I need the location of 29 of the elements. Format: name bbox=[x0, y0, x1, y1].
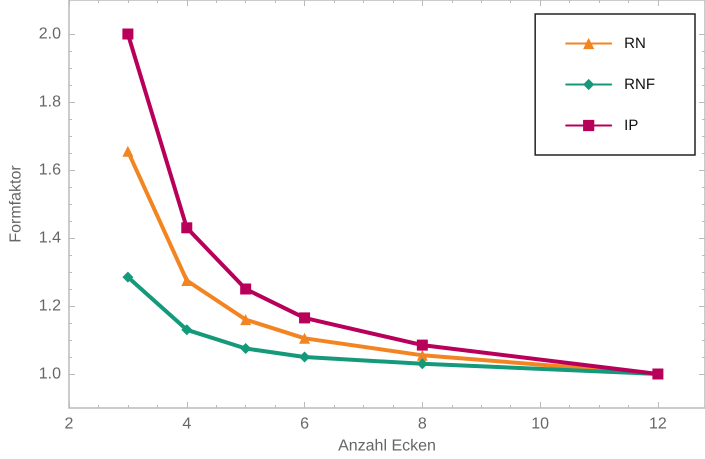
y-tick-label: 1.6 bbox=[38, 162, 62, 178]
point bbox=[240, 284, 252, 294]
point bbox=[181, 324, 192, 336]
x-axis-title: Anzahl Ecken bbox=[338, 438, 436, 454]
point bbox=[122, 146, 134, 157]
legend-label: RN bbox=[624, 35, 646, 52]
point bbox=[299, 332, 310, 344]
y-tick-label: 1.4 bbox=[38, 230, 62, 246]
y-tick-label: 1.0 bbox=[38, 366, 62, 382]
y-tick-label: 1.2 bbox=[38, 298, 62, 314]
x-tick-label: 8 bbox=[418, 416, 427, 432]
point bbox=[181, 222, 192, 234]
x-tick-label: 2 bbox=[64, 416, 74, 432]
y-tick-label: 1.8 bbox=[38, 94, 62, 110]
point bbox=[416, 340, 428, 351]
point bbox=[122, 272, 134, 283]
x-tick-label: 12 bbox=[648, 416, 667, 432]
point bbox=[181, 275, 192, 286]
x-tick-label: 6 bbox=[300, 416, 310, 432]
y-tick-label: 2.0 bbox=[38, 26, 62, 42]
x-tick-label: 4 bbox=[182, 416, 192, 432]
point bbox=[299, 312, 310, 324]
point bbox=[240, 343, 252, 354]
legend-label: RNF bbox=[624, 76, 655, 93]
legend-label: IP bbox=[624, 117, 638, 134]
y-axis-title: Formfaktor bbox=[8, 164, 24, 243]
point bbox=[122, 28, 134, 40]
point bbox=[240, 314, 252, 326]
x-tick-label: 10 bbox=[531, 416, 550, 432]
